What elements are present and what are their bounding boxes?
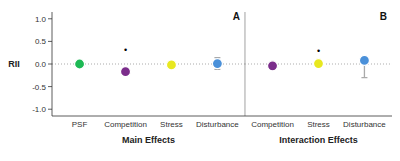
- x-tick-label: Stress: [160, 120, 183, 129]
- y-tick-label: 0.0: [35, 60, 47, 69]
- panel: -1.0 -0.5 0.0 0.5 1.0 RII PSF Competition Stress…: [8, 11, 245, 145]
- point: [313, 59, 323, 69]
- x-axis: [52, 116, 245, 117]
- y-tick-label: 0.5: [35, 37, 47, 46]
- chart-svg: -1.0 -0.5 0.0 0.5 1.0 RII PSF Competition Stress…: [0, 0, 400, 161]
- annotation: •: [317, 46, 320, 56]
- y-tick: [48, 64, 52, 65]
- x-tick-label: Stress: [307, 120, 330, 129]
- y-tick-label: -1.0: [32, 105, 46, 114]
- x-tick-label: Competition: [104, 120, 147, 129]
- panel-title: A: [233, 11, 240, 22]
- chart-container: -1.0 -0.5 0.0 0.5 1.0 RII PSF Competition Stress…: [0, 0, 400, 161]
- point: [166, 60, 176, 70]
- point: [212, 59, 222, 69]
- x-axis-label: Interaction Effects: [279, 135, 358, 145]
- y-tick: [48, 109, 52, 110]
- x-axis: [245, 116, 392, 117]
- point: [359, 55, 369, 65]
- marks: [268, 55, 370, 77]
- y-tick: [48, 86, 52, 87]
- y-axis-label: RII: [8, 59, 20, 69]
- point: [75, 59, 85, 69]
- y-tick: [48, 41, 52, 42]
- point: [121, 67, 131, 77]
- y-tick-label: -0.5: [32, 83, 46, 92]
- x-tick-label: PSF: [72, 120, 88, 129]
- panel: Competition Stress Disturbance Interaction …: [245, 11, 392, 145]
- y-tick-label: 1.0: [35, 15, 47, 24]
- point: [268, 61, 278, 71]
- annotation: •: [124, 45, 127, 55]
- x-tick-label: Competition: [251, 120, 294, 129]
- x-axis-label: Main Effects: [122, 135, 175, 145]
- marks: [75, 58, 223, 77]
- x-tick-label: Disturbance: [343, 120, 386, 129]
- panel-title: B: [380, 11, 387, 22]
- y-tick: [48, 18, 52, 19]
- x-tick-label: Disturbance: [196, 120, 239, 129]
